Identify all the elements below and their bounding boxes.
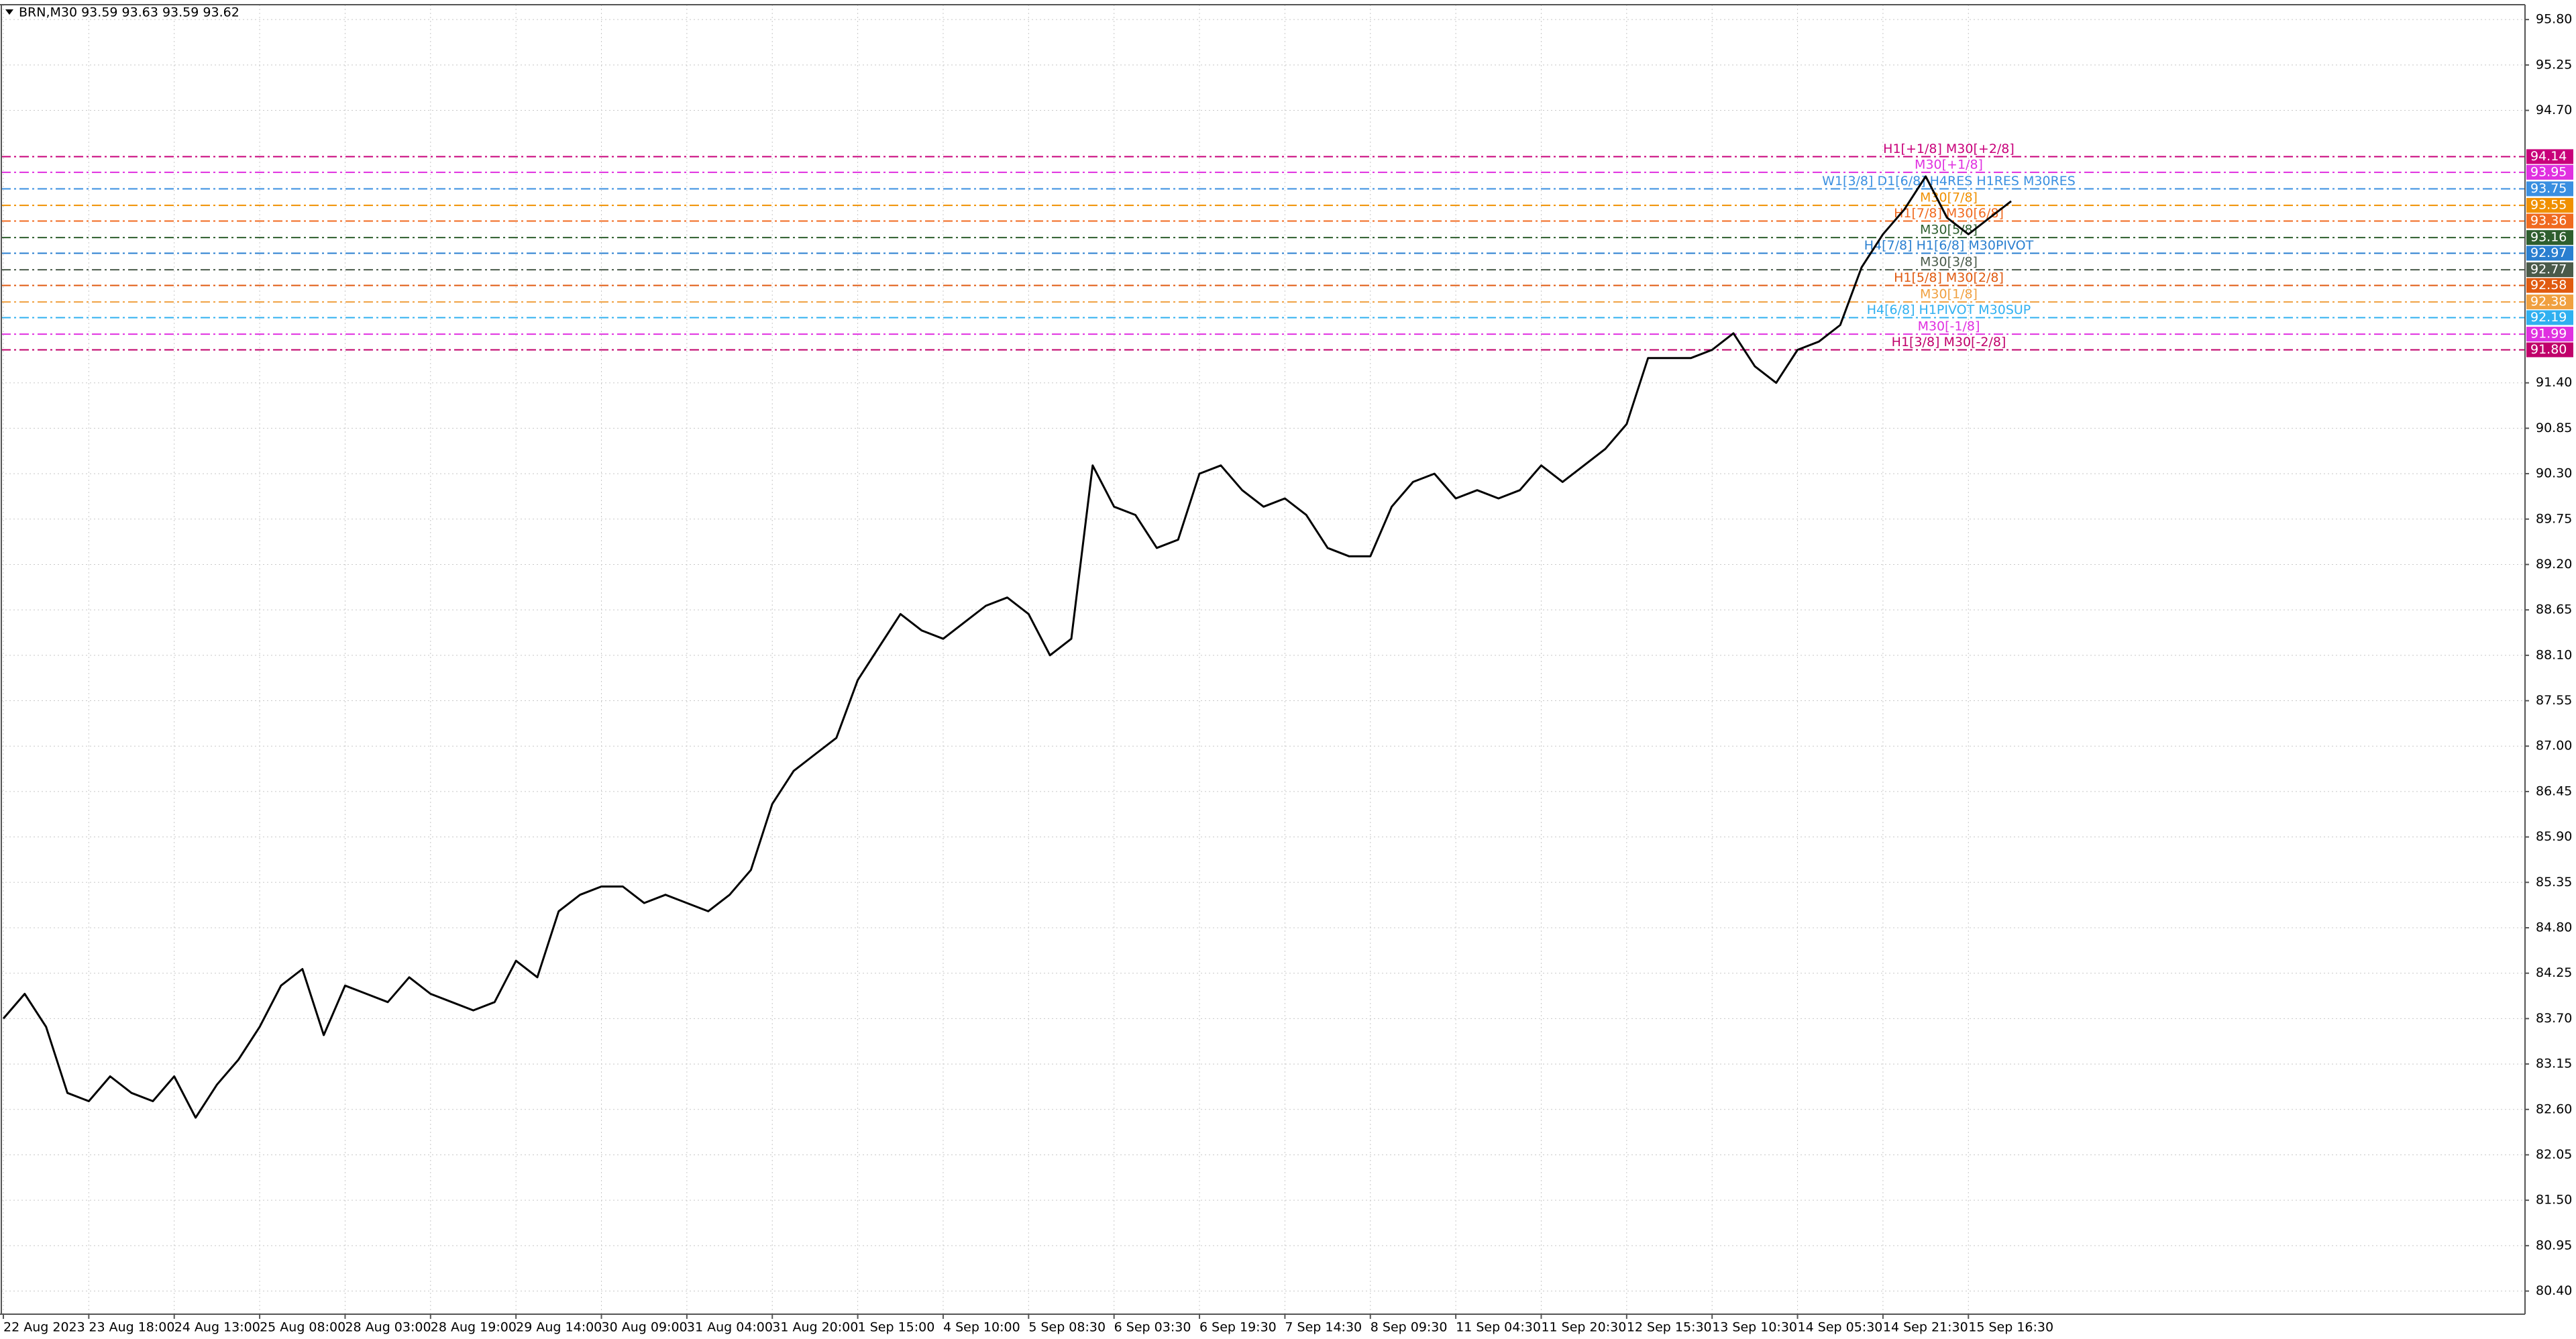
- price-line: [2, 175, 2012, 1119]
- level-label: H1[+1/8] M30[+2/8]: [1883, 142, 2015, 156]
- price-tag: [2526, 181, 2573, 197]
- y-tick-label: 91.40: [2536, 375, 2572, 390]
- x-tick-label: 12 Sep 15:30: [1627, 1320, 1712, 1335]
- y-tick-label: 81.50: [2536, 1193, 2572, 1208]
- x-tick-label: 23 Aug 18:00: [89, 1320, 174, 1335]
- price-tag-label: 93.75: [2530, 181, 2567, 196]
- level-label: M30[5/8]: [1920, 223, 1978, 237]
- price-tag: [2526, 164, 2573, 180]
- y-tick-label: 84.80: [2536, 920, 2572, 935]
- price-tag-label: 91.99: [2530, 327, 2567, 341]
- x-tick-label: 14 Sep 05:30: [1798, 1320, 1883, 1335]
- x-tick-label: 25 Aug 08:00: [260, 1320, 345, 1335]
- price-tag: [2526, 149, 2573, 164]
- price-tag: [2526, 230, 2573, 246]
- price-tag-label: 93.36: [2530, 213, 2567, 228]
- price-tag-label: 92.77: [2530, 262, 2567, 277]
- price-tag: [2526, 262, 2573, 278]
- level-label: M30[1/8]: [1920, 287, 1978, 302]
- level-label: W1[3/8] D1[6/8] H4RES H1RES M30RES: [1822, 174, 2076, 189]
- y-tick-label: 85.90: [2536, 829, 2572, 844]
- x-tick-label: 31 Aug 20:00: [772, 1320, 858, 1335]
- chart-title: BRN,M30 93.59 93.63 93.59 93.62: [19, 5, 239, 20]
- y-tick-label: 95.25: [2536, 57, 2572, 72]
- x-tick-label: 1 Sep 15:00: [858, 1320, 935, 1335]
- price-tag: [2526, 310, 2573, 325]
- x-tick-label: 28 Aug 03:00: [345, 1320, 431, 1335]
- x-tick-label: 22 Aug 2023: [3, 1320, 85, 1335]
- level-label: H1[7/8] M30[6/8]: [1894, 206, 2004, 221]
- y-tick-label: 84.25: [2536, 965, 2572, 980]
- y-tick-label: 83.15: [2536, 1057, 2572, 1071]
- x-tick-label: 5 Sep 08:30: [1028, 1320, 1106, 1335]
- y-tick-label: 86.45: [2536, 784, 2572, 798]
- levels: H1[+1/8] M30[+2/8]M30[+1/8] W1[3/8] D1[6/…: [1, 142, 2525, 351]
- price-tag-label: 94.14: [2530, 149, 2567, 164]
- y-tick-label: 94.70: [2536, 103, 2572, 117]
- x-tick-label: 29 Aug 14:00: [516, 1320, 602, 1335]
- x-tick-label: 6 Sep 19:30: [1199, 1320, 1277, 1335]
- y-tick-label: 80.40: [2536, 1283, 2572, 1298]
- y-tick-label: 89.20: [2536, 557, 2572, 572]
- x-tick-label: 28 Aug 19:00: [431, 1320, 517, 1335]
- price-tag-label: 92.97: [2530, 246, 2567, 260]
- x-tick-label: 30 Aug 09:00: [602, 1320, 688, 1335]
- y-tick-label: 88.10: [2536, 647, 2572, 662]
- y-tick-label: 95.80: [2536, 12, 2572, 27]
- price-tag-label: 93.95: [2530, 164, 2567, 179]
- price-tag-label: 92.58: [2530, 278, 2567, 292]
- grid: [1, 5, 2525, 1314]
- x-tick-label: 14 Sep 21:30: [1883, 1320, 1968, 1335]
- price-tag-label: 91.80: [2530, 342, 2567, 357]
- price-tag: [2526, 342, 2573, 358]
- x-tick-label: 24 Aug 13:00: [174, 1320, 260, 1335]
- y-tick-label: 87.00: [2536, 739, 2572, 753]
- y-tick-label: 88.65: [2536, 602, 2572, 617]
- price-tag: [2526, 213, 2573, 229]
- y-tick-label: 87.55: [2536, 693, 2572, 708]
- x-tick-label: 31 Aug 04:00: [687, 1320, 773, 1335]
- level-label: M30[+1/8]: [1915, 157, 1983, 172]
- level-label: M30[7/8]: [1920, 191, 1978, 205]
- price-tag: [2526, 294, 2573, 310]
- plot: [2, 175, 2012, 1119]
- x-tick-label: 7 Sep 14:30: [1285, 1320, 1362, 1335]
- level-label: H4[7/8] H1[6/8] M30PIVOT: [1864, 238, 2034, 253]
- x-tick-label: 11 Sep 20:30: [1541, 1320, 1626, 1335]
- level-label: H1[5/8] M30[2/8]: [1894, 270, 2004, 285]
- y-tick-label: 90.85: [2536, 421, 2572, 435]
- price-tag-label: 92.38: [2530, 294, 2567, 309]
- level-label: M30[-1/8]: [1918, 319, 1980, 334]
- x-tick-label: 13 Sep 10:30: [1712, 1320, 1797, 1335]
- y-tick-label: 82.60: [2536, 1102, 2572, 1116]
- price-tag: [2526, 198, 2573, 213]
- x-tick-label: 4 Sep 10:00: [943, 1320, 1020, 1335]
- x-tick-label: 15 Sep 16:30: [1968, 1320, 2053, 1335]
- level-label: H1[3/8] M30[-2/8]: [1892, 335, 2006, 350]
- price-tag-label: 92.19: [2530, 310, 2567, 325]
- menu-arrow[interactable]: [5, 9, 13, 15]
- level-label: M30[3/8]: [1920, 255, 1978, 270]
- y-tick-label: 89.75: [2536, 511, 2572, 526]
- y-tick-label: 85.35: [2536, 875, 2572, 890]
- y-tick-label: 90.30: [2536, 466, 2572, 481]
- price-tag: [2526, 246, 2573, 261]
- price-tag-label: 93.55: [2530, 198, 2567, 213]
- x-tick-label: 8 Sep 09:30: [1371, 1320, 1448, 1335]
- price-tag: [2526, 327, 2573, 342]
- x-tick-label: 11 Sep 04:30: [1456, 1320, 1541, 1335]
- y-tick-label: 82.05: [2536, 1147, 2572, 1162]
- price-tag: [2526, 278, 2573, 293]
- level-label: H4[6/8] H1PIVOT M30SUP: [1867, 303, 2031, 317]
- y-tick-label: 80.95: [2536, 1238, 2572, 1252]
- y-tick-label: 83.70: [2536, 1011, 2572, 1026]
- price-tag-label: 93.16: [2530, 230, 2567, 245]
- x-tick-label: 6 Sep 03:30: [1114, 1320, 1191, 1335]
